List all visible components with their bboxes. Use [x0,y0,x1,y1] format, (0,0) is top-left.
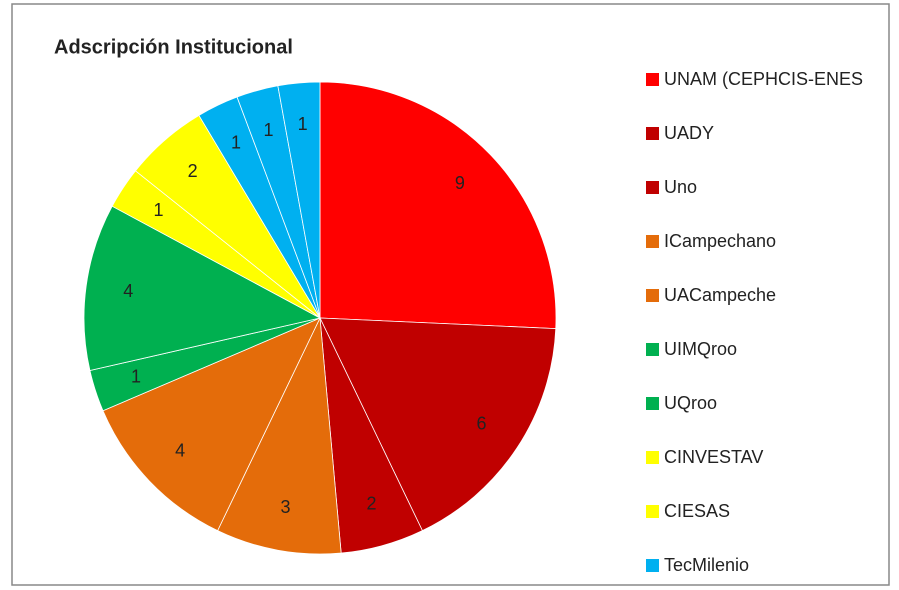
data-label: 6 [476,413,486,433]
pie-slice [319,81,557,330]
legend-label: Uno [664,177,697,197]
legend-label: UADY [664,123,714,143]
legend-label: TecMilenio [664,555,749,575]
data-label: 1 [264,120,274,140]
data-label: 2 [188,161,198,181]
legend-label: UNAM (CEPHCIS-ENES [664,69,863,89]
plot: Adscripción Institucional 9 6 2 3 4 1 4 1 2 1 1 1 UN… [54,36,863,574]
legend-swatch [646,181,659,194]
data-label: 1 [153,200,163,220]
legend-label: CINVESTAV [664,447,763,467]
pie-slice [277,81,321,319]
pie-slice [102,317,321,532]
legend-swatch [646,559,659,572]
data-label: 2 [366,493,376,513]
data-label: 1 [298,114,308,134]
pie-slice [217,316,342,555]
data-label: 3 [280,497,290,517]
legend-label: CIESAS [664,501,730,521]
legend-label: UIMQroo [664,339,737,359]
data-label: 4 [123,281,133,301]
data-label: 1 [231,132,241,152]
legend-swatch [646,289,659,302]
legend-label: UQroo [664,393,717,413]
data-label: 1 [131,367,141,387]
legend-swatch [646,73,659,86]
legend-label: ICampechano [664,231,776,251]
legend-swatch [646,505,659,518]
legend-label: UACampeche [664,285,776,305]
pie-slice [319,317,557,532]
chart-title: Adscripción Institucional [54,36,293,58]
data-label: 4 [175,440,185,460]
legend-swatch [646,235,659,248]
legend-swatch [646,451,659,464]
legend-swatch [646,343,659,356]
legend-swatch [646,397,659,410]
pie-slice [83,205,322,371]
data-label: 9 [455,173,465,193]
legend-swatch [646,127,659,140]
